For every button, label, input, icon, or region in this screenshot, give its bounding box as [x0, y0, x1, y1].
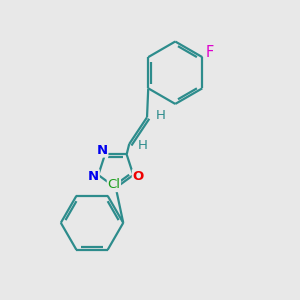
Text: Cl: Cl	[107, 178, 120, 191]
Text: O: O	[133, 170, 144, 183]
Text: H: H	[137, 139, 147, 152]
Text: N: N	[88, 170, 99, 183]
Text: F: F	[206, 46, 214, 61]
Text: H: H	[155, 109, 165, 122]
Text: N: N	[96, 144, 107, 157]
